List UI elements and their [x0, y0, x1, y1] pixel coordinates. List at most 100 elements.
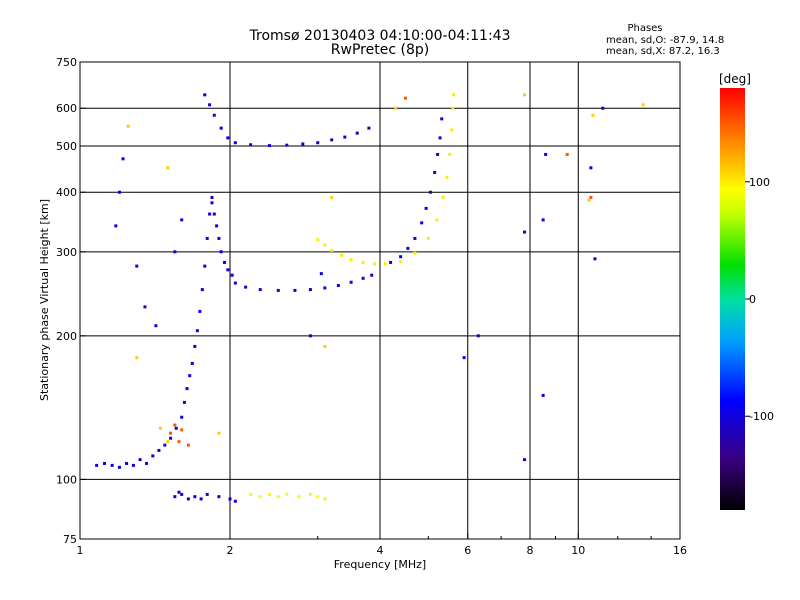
data-point [95, 463, 99, 467]
data-point [186, 497, 190, 501]
data-point [373, 262, 377, 266]
data-point [424, 206, 428, 210]
x-tick-label: 4 [377, 544, 384, 557]
data-point [336, 283, 340, 287]
data-point [476, 334, 480, 338]
x-tick-label: 2 [227, 544, 234, 557]
data-point [641, 103, 645, 107]
data-point [200, 288, 204, 292]
data-point [215, 224, 219, 228]
data-point [180, 428, 184, 432]
data-point [343, 135, 347, 139]
data-point [226, 268, 230, 272]
data-point [591, 113, 595, 117]
data-point [226, 136, 230, 140]
data-point [163, 443, 167, 447]
trace-noise-scatter [114, 106, 605, 462]
data-point [301, 142, 305, 146]
data-point [406, 246, 410, 250]
data-point [173, 495, 177, 499]
data-point [177, 490, 181, 494]
data-point [169, 436, 173, 440]
y-axis: 75 100 200 300 400 500 600 750 [56, 56, 86, 546]
data-point [217, 495, 221, 499]
colorbar-label: [deg] [719, 72, 751, 86]
data-point [428, 190, 432, 194]
colorbar-ticks: 100 0 -100 [745, 176, 774, 423]
data-point [308, 492, 312, 496]
y-tick-label: 100 [56, 473, 77, 486]
data-point [228, 497, 232, 501]
data-point [587, 198, 591, 202]
data-point [103, 461, 107, 465]
data-point [399, 255, 403, 259]
data-point [413, 251, 417, 255]
trace-f1-cusp-descent [210, 201, 234, 277]
trace-multi-hop-x-mode [301, 126, 371, 146]
legend-line-o: mean, sd,O: -87.9, 14.8 [606, 35, 724, 46]
data-point [523, 458, 527, 462]
data-point [208, 212, 212, 216]
data-point [433, 170, 437, 174]
data-point [212, 212, 216, 216]
y-tick-label: 75 [63, 533, 77, 546]
colorbar: [deg] 100 0 -100 [719, 72, 774, 510]
trace-f-layer-x-mode [316, 93, 456, 266]
data-point [135, 264, 139, 268]
data-point [440, 117, 444, 121]
title-line-2: RwPretec (8p) [331, 42, 429, 58]
data-point [177, 440, 181, 444]
data-point [131, 463, 135, 467]
data-point [450, 128, 454, 132]
data-point [330, 138, 334, 142]
colorbar-gradient [720, 88, 745, 510]
data-point [151, 454, 155, 458]
data-point [180, 218, 184, 222]
data-point [448, 152, 452, 156]
data-point [258, 288, 262, 292]
data-point [230, 273, 234, 277]
data-point [445, 175, 449, 179]
data-point [154, 324, 158, 328]
data-point [589, 195, 593, 199]
x-tick-label: 16 [673, 544, 687, 557]
data-point [452, 93, 456, 97]
data-point [217, 236, 221, 240]
data-point [199, 497, 203, 501]
data-point [166, 440, 170, 444]
data-point [323, 497, 327, 501]
data-point [249, 143, 253, 147]
phase-legend: Phases mean, sd,O: -87.9, 14.8 mean, sd,… [606, 23, 724, 57]
data-point [205, 492, 209, 496]
data-point [203, 93, 207, 97]
data-point [217, 431, 221, 435]
grid-lines [80, 62, 680, 539]
data-point [143, 305, 147, 309]
data-point [173, 423, 177, 427]
data-point [593, 257, 597, 261]
trace-f-layer-o-mode [233, 273, 374, 292]
data-point [157, 448, 161, 452]
data-point [233, 499, 237, 503]
data-point [195, 329, 199, 333]
data-point [293, 288, 297, 292]
data-point [319, 272, 323, 276]
data-point [438, 136, 442, 140]
data-point [233, 281, 237, 285]
y-axis-label: Stationary phase Virtual Height [km] [38, 199, 51, 401]
chart-title: Tromsø 20130403 04:10:00-04:11:43 RwPret… [249, 28, 511, 58]
data-point [285, 492, 289, 496]
data-point [267, 144, 271, 148]
data-point [323, 243, 327, 247]
data-point [158, 426, 162, 430]
data-point [244, 285, 248, 289]
data-point [210, 201, 214, 205]
data-point [212, 113, 216, 117]
data-point [276, 495, 280, 499]
data-point [349, 280, 353, 284]
data-point [330, 248, 334, 252]
y-tick-label: 600 [56, 102, 77, 115]
data-point [208, 103, 212, 107]
data-point [435, 218, 439, 222]
